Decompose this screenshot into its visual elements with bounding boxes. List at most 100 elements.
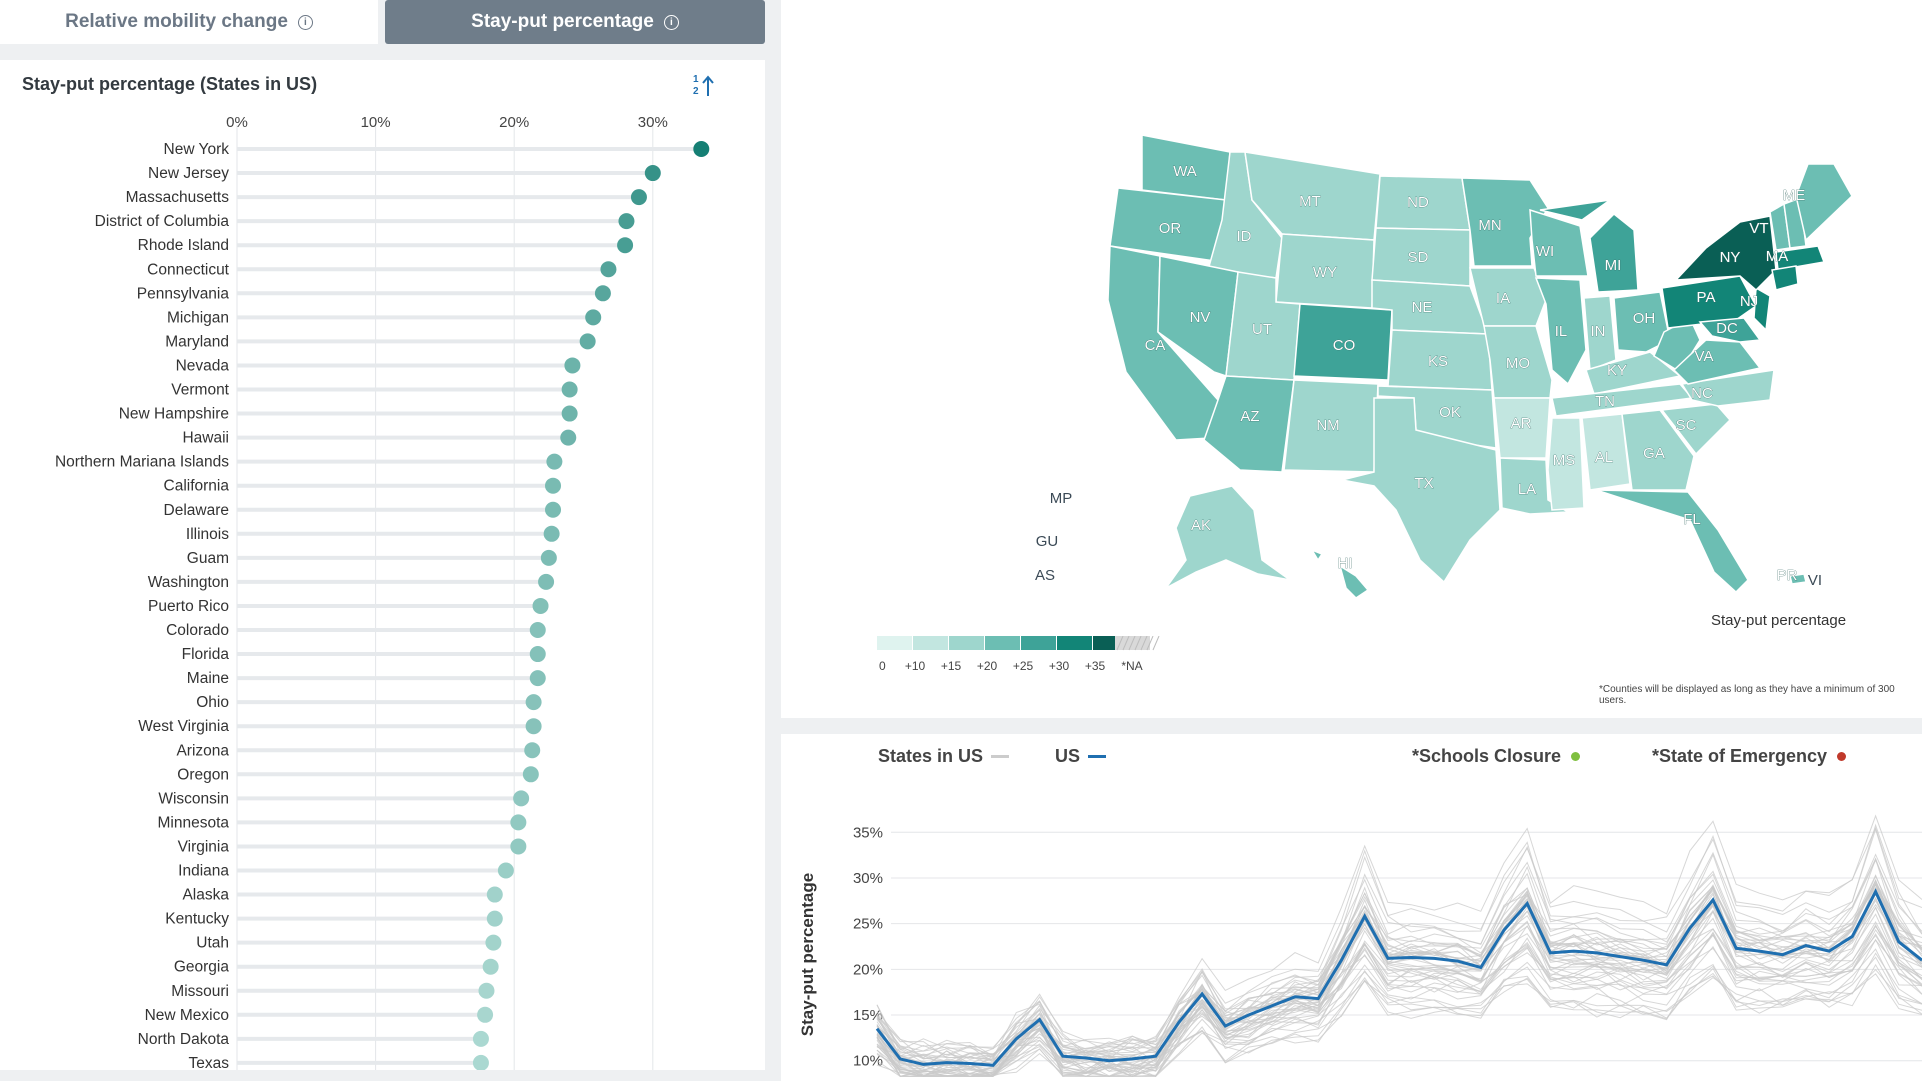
value-dot[interactable] xyxy=(510,838,527,855)
value-dot[interactable] xyxy=(522,766,539,783)
value-dot[interactable] xyxy=(579,333,596,350)
state-label[interactable]: Northern Mariana Islands xyxy=(55,454,229,471)
state-label[interactable]: Rhode Island xyxy=(138,237,229,254)
state-label[interactable]: Nevada xyxy=(176,357,230,374)
info-icon[interactable]: i xyxy=(663,14,679,30)
value-dot[interactable] xyxy=(513,790,530,807)
state-label[interactable]: North Dakota xyxy=(138,1031,230,1048)
value-dot[interactable] xyxy=(617,237,634,254)
state-label[interactable]: Kentucky xyxy=(165,911,229,928)
state-label[interactable]: Massachusetts xyxy=(126,189,230,206)
tab-stay-put-percentage[interactable]: Stay-put percentage i xyxy=(385,0,765,44)
us-series-line[interactable] xyxy=(875,888,1922,1067)
state-label[interactable]: Colorado xyxy=(166,622,229,639)
value-dot[interactable] xyxy=(472,1054,489,1070)
legend-schools-dot xyxy=(1571,752,1581,761)
value-dot[interactable] xyxy=(529,646,546,663)
value-dot[interactable] xyxy=(600,261,617,278)
state-label[interactable]: Illinois xyxy=(186,526,229,543)
state-label[interactable]: New Jersey xyxy=(148,165,229,182)
state-label[interactable]: Vermont xyxy=(171,382,229,399)
value-dot[interactable] xyxy=(497,862,514,879)
value-dot[interactable] xyxy=(525,694,542,711)
value-dot[interactable] xyxy=(561,381,578,398)
state-label[interactable]: Connecticut xyxy=(147,261,230,278)
value-dot[interactable] xyxy=(560,429,577,446)
value-dot[interactable] xyxy=(693,141,710,157)
value-dot[interactable] xyxy=(585,309,602,326)
sort-numeric-ascending-icon[interactable]: 1 2 xyxy=(692,72,716,100)
state-series-line xyxy=(876,932,1922,1073)
state-label[interactable]: Virginia xyxy=(178,838,230,855)
value-dot[interactable] xyxy=(546,453,563,470)
state-label[interactable]: District of Columbia xyxy=(95,213,230,230)
value-dot[interactable] xyxy=(529,622,546,638)
state-label[interactable]: New York xyxy=(164,141,230,158)
state-label[interactable]: Pennsylvania xyxy=(137,285,230,302)
y-axis-label: Stay-put percentage xyxy=(798,873,817,1036)
state-label[interactable]: Missouri xyxy=(171,983,229,1000)
info-icon[interactable]: i xyxy=(297,14,313,30)
state-label[interactable]: Delaware xyxy=(164,502,229,519)
value-dot[interactable] xyxy=(529,670,546,687)
state-label[interactable]: Maryland xyxy=(165,333,229,350)
state-label[interactable]: Minnesota xyxy=(157,814,229,831)
state-label[interactable]: Florida xyxy=(182,646,230,663)
value-dot[interactable] xyxy=(472,1030,489,1047)
state-label[interactable]: Georgia xyxy=(174,959,230,976)
state-IN xyxy=(1583,295,1617,372)
state-label[interactable]: Michigan xyxy=(167,309,229,326)
state-ranking-panel: Stay-put percentage (States in US) 1 2 0… xyxy=(0,60,765,1070)
state-label[interactable]: Maine xyxy=(187,670,229,687)
value-dot[interactable] xyxy=(538,573,555,590)
svg-text:2: 2 xyxy=(693,86,699,97)
value-dot[interactable] xyxy=(561,405,578,422)
state-label[interactable]: Texas xyxy=(189,1055,230,1070)
state-label[interactable]: Arizona xyxy=(176,742,229,759)
state-label[interactable]: Oregon xyxy=(177,766,229,783)
state-series-line xyxy=(876,906,1922,1077)
value-dot[interactable] xyxy=(594,285,611,302)
legend-states[interactable]: States in US xyxy=(878,746,1010,767)
state-label[interactable]: California xyxy=(164,478,230,495)
state-label[interactable]: New Hampshire xyxy=(119,406,229,423)
value-dot[interactable] xyxy=(510,814,527,831)
trend-panel: States in US US *Schools Closure *State … xyxy=(781,734,1922,1081)
value-dot[interactable] xyxy=(486,910,503,927)
value-dot[interactable] xyxy=(545,477,562,494)
value-dot[interactable] xyxy=(543,525,560,542)
value-dot[interactable] xyxy=(486,886,503,903)
svg-text:SD: SD xyxy=(1408,249,1429,266)
value-dot[interactable] xyxy=(540,549,557,566)
value-dot[interactable] xyxy=(618,213,635,230)
value-dot[interactable] xyxy=(564,357,581,374)
value-dot[interactable] xyxy=(482,958,499,975)
state-label[interactable]: Hawaii xyxy=(182,430,229,447)
legend-schools-closure[interactable]: *Schools Closure xyxy=(1412,746,1581,767)
state-label[interactable]: Wisconsin xyxy=(158,790,229,807)
state-label[interactable]: Washington xyxy=(148,574,229,591)
state-label[interactable]: Guam xyxy=(187,550,229,567)
state-label[interactable]: Ohio xyxy=(196,694,229,711)
state-MN xyxy=(1461,177,1549,267)
tab-relative-mobility-change[interactable]: Relative mobility change i xyxy=(0,0,378,44)
state-label[interactable]: Puerto Rico xyxy=(148,598,229,615)
value-dot[interactable] xyxy=(485,934,502,951)
legend-us[interactable]: US xyxy=(1055,746,1107,767)
legend-label: *NA xyxy=(1121,659,1142,673)
state-label[interactable]: Utah xyxy=(196,935,229,952)
state-label[interactable]: Alaska xyxy=(182,887,229,904)
value-dot[interactable] xyxy=(545,501,562,518)
value-dot[interactable] xyxy=(478,982,495,999)
value-dot[interactable] xyxy=(525,718,542,735)
value-dot[interactable] xyxy=(630,189,647,206)
legend-state-of-emergency[interactable]: *State of Emergency xyxy=(1652,746,1847,767)
value-dot[interactable] xyxy=(644,165,661,182)
state-label[interactable]: New Mexico xyxy=(145,1007,229,1024)
y-tick-label: 15% xyxy=(853,1007,883,1024)
value-dot[interactable] xyxy=(524,742,541,759)
state-label[interactable]: Indiana xyxy=(178,863,229,880)
value-dot[interactable] xyxy=(532,597,549,614)
state-label[interactable]: West Virginia xyxy=(138,718,229,735)
value-dot[interactable] xyxy=(477,1006,494,1023)
